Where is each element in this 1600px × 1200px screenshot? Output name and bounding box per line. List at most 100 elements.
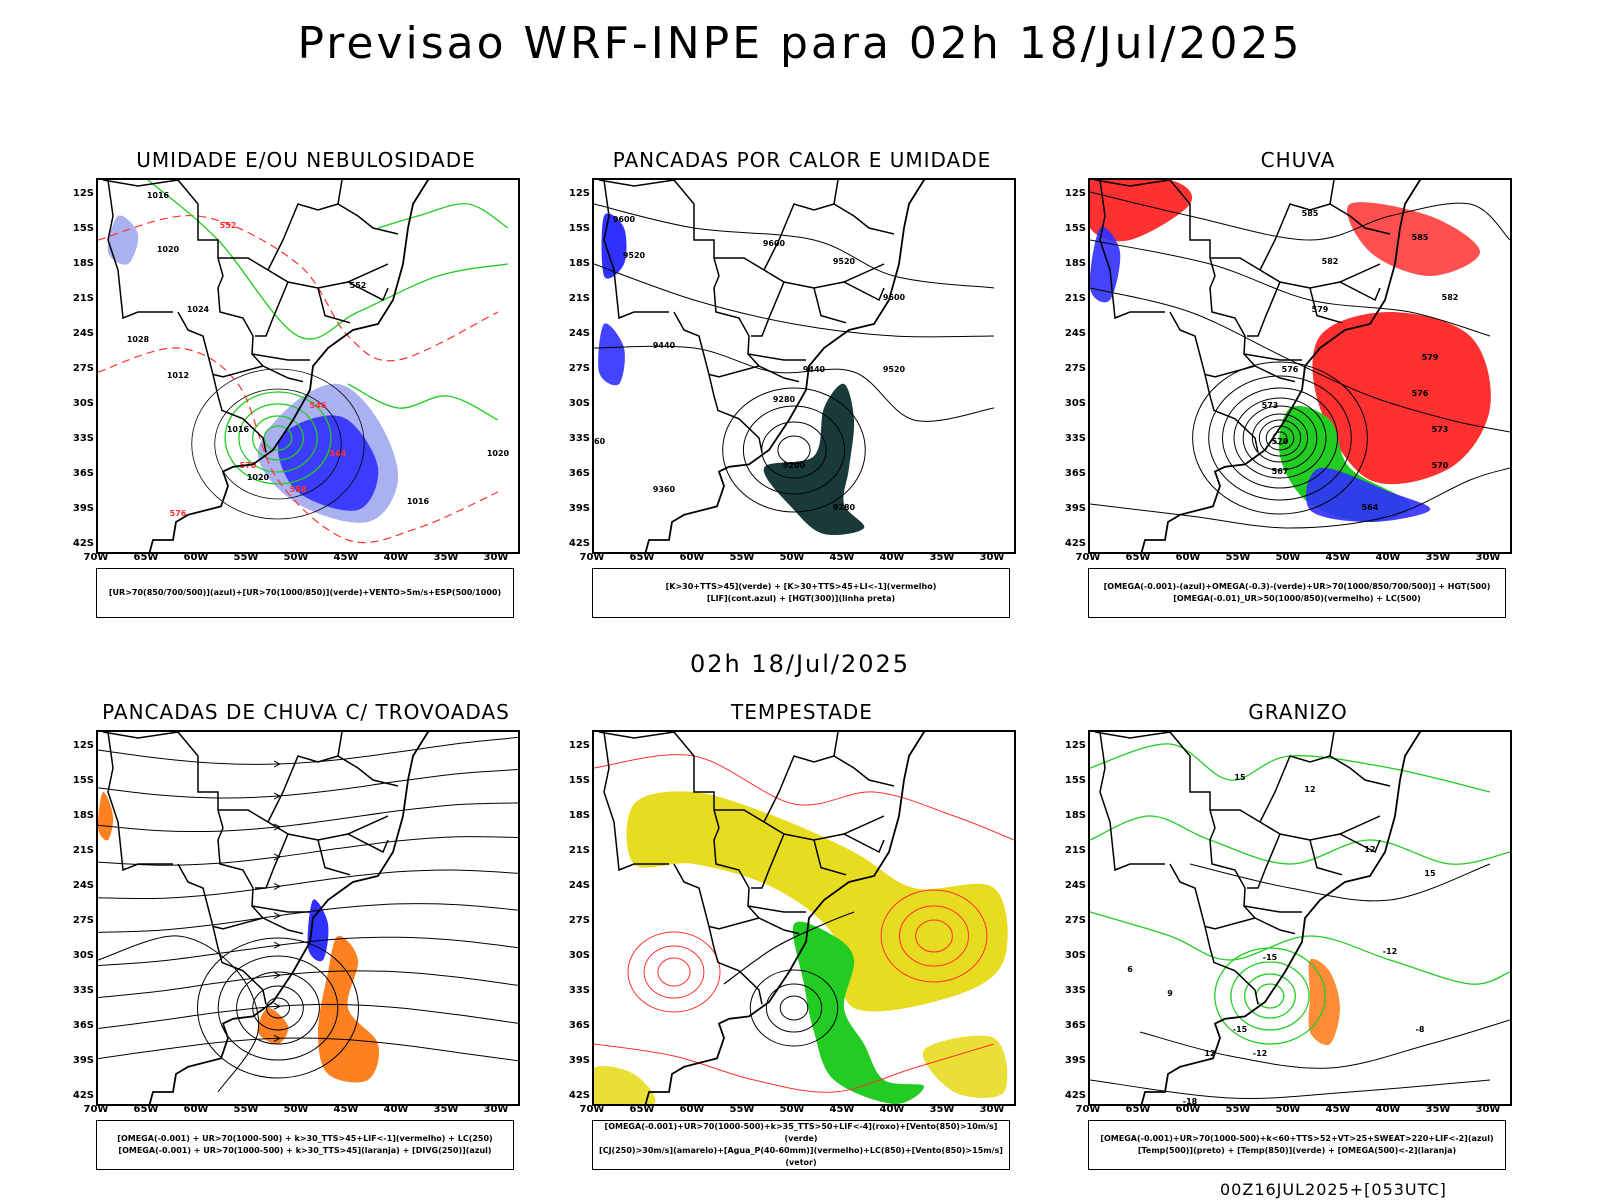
lat-tick-label: 33S: [568, 433, 590, 444]
lon-tick-label: 30W: [979, 1104, 1005, 1115]
lat-tick-label: 18S: [568, 258, 590, 269]
contour-label: 9280: [773, 395, 796, 404]
contour-label: -12: [1253, 1049, 1267, 1058]
lat-tick-label: 18S: [568, 810, 590, 821]
contour-label: 570: [1432, 461, 1449, 470]
lat-tick-label: 33S: [72, 985, 94, 996]
panel-title-chuva: CHUVA: [1260, 148, 1336, 172]
panel-title-pancadas_calor: PANCADAS POR CALOR E UMIDADE: [612, 148, 992, 172]
lat-tick-label: 30S: [1064, 950, 1086, 961]
lon-tick-label: 70W: [579, 1104, 605, 1115]
contour-label: 9440: [653, 341, 676, 350]
lat-tick-label: 15S: [72, 223, 94, 234]
lon-tick-label: 40W: [1375, 1104, 1401, 1115]
lat-tick-label: 42S: [568, 538, 590, 549]
contour-label: 1016: [147, 191, 170, 200]
lat-tick-label: 21S: [72, 845, 94, 856]
lon-tick-label: 45W: [333, 1104, 359, 1115]
lon-tick-label: 30W: [1475, 1104, 1501, 1115]
lat-tick-label: 42S: [1064, 1090, 1086, 1101]
contour-label: 9600: [763, 239, 786, 248]
lon-tick-label: 70W: [83, 552, 109, 563]
contour-label: 585: [1412, 233, 1429, 242]
lon-tick-label: 35W: [929, 1104, 955, 1115]
lat-tick-label: 24S: [72, 328, 94, 339]
lon-tick-label: 35W: [433, 552, 459, 563]
contour-label: 9600: [883, 293, 906, 302]
contour-label: 1028: [127, 335, 150, 344]
map-canvas-tempestade: [594, 732, 1014, 1104]
lon-tick-label: 45W: [333, 552, 359, 563]
map-canvas-chuva: 585 582 579 576 573 570 567 564 585 582 579 576 573 5…: [1090, 180, 1510, 552]
lat-tick-label: 33S: [568, 985, 590, 996]
lat-tick-label: 30S: [568, 950, 590, 961]
contour-label: 9440: [803, 365, 826, 374]
model-run-label: 00Z16JUL2025+[053UTC]: [1220, 1180, 1447, 1199]
contour-label: 582: [1442, 293, 1459, 302]
map-canvas-pancadas_trovoadas: [98, 732, 518, 1104]
lon-tick-label: 60W: [679, 1104, 705, 1115]
contour-label: 9200: [783, 461, 806, 470]
lon-tick-label: 55W: [1225, 1104, 1251, 1115]
contour-label: 9520: [623, 251, 646, 260]
lat-tick-label: 18S: [72, 258, 94, 269]
page-title: Previsao WRF-INPE para 02h 18/Jul/2025: [297, 18, 1303, 69]
lat-tick-label: 33S: [1064, 433, 1086, 444]
contour-label: 585: [1302, 209, 1319, 218]
lat-tick-label: 15S: [1064, 223, 1086, 234]
panel-title-umidade: UMIDADE E/OU NEBULOSIDADE: [136, 148, 476, 172]
lat-tick-label: 36S: [1064, 1020, 1086, 1031]
lon-tick-label: 70W: [1075, 552, 1101, 563]
contour-label: -15: [1263, 953, 1278, 962]
lat-tick-label: 39S: [568, 503, 590, 514]
legend-line: [LIF](cont.azul) + [HGT(300)](linha pret…: [706, 594, 896, 603]
map-canvas-umidade: 1016102010241028101210161020576570564558…: [98, 180, 510, 552]
contour-label: 558: [290, 485, 307, 494]
contour-label: 1020: [487, 449, 510, 458]
contour-label: 579: [1422, 353, 1439, 362]
contour-label: 9280: [833, 503, 856, 512]
lat-tick-label: 18S: [1064, 810, 1086, 821]
lat-tick-label: 39S: [72, 503, 94, 514]
panel-title-tempestade: TEMPESTADE: [731, 700, 873, 724]
lat-tick-label: 36S: [1064, 468, 1086, 479]
lon-tick-label: 45W: [1325, 552, 1351, 563]
lon-tick-label: 45W: [1325, 1104, 1351, 1115]
contour-label: 1012: [167, 371, 189, 380]
panel-title-granizo: GRANIZO: [1248, 700, 1348, 724]
contour-label: 582: [1322, 257, 1339, 266]
lon-tick-label: 30W: [979, 552, 1005, 563]
lat-tick-label: 27S: [568, 363, 590, 374]
legend-line: [OMEGA(-0.001)+UR>70(1000-500)+k<60+TTS>…: [1100, 1134, 1494, 1143]
contour-label: 9600: [613, 215, 636, 224]
lat-tick-label: 27S: [72, 363, 94, 374]
lon-tick-label: 60W: [183, 1104, 209, 1115]
lon-tick-label: 30W: [483, 1104, 509, 1115]
lat-tick-label: 24S: [1064, 328, 1086, 339]
lat-tick-label: 15S: [568, 223, 590, 234]
lat-tick-label: 42S: [72, 1090, 94, 1101]
lat-tick-label: 30S: [72, 950, 94, 961]
map-pancadas_trovoadas: [96, 730, 520, 1106]
lat-tick-label: 36S: [72, 1020, 94, 1031]
contour-label: 576: [1282, 365, 1299, 374]
lat-tick-label: 24S: [1064, 880, 1086, 891]
lat-tick-label: 39S: [72, 1055, 94, 1066]
lon-tick-label: 55W: [1225, 552, 1251, 563]
lon-tick-label: 50W: [779, 552, 805, 563]
lon-tick-label: 65W: [133, 552, 159, 563]
legend-line: [OMEGA(-0.001)-(azul)+OMEGA(-0.3)-(verde…: [1103, 582, 1491, 591]
contour-label: 1016: [407, 497, 430, 506]
legend-umidade: [UR>70(850/700/500)](azul)+[UR>70(1000/8…: [96, 568, 514, 618]
contour-label: 576: [1412, 389, 1429, 398]
lon-tick-label: 60W: [183, 552, 209, 563]
lat-tick-label: 39S: [1064, 503, 1086, 514]
legend-pancadas_calor: [K>30+TTS>45](verde) + [K>30+TTS>45+LI<-…: [592, 568, 1010, 618]
lon-tick-label: 55W: [729, 552, 755, 563]
lat-tick-label: 36S: [568, 468, 590, 479]
contour-label: 570: [1272, 437, 1289, 446]
lon-tick-label: 40W: [879, 1104, 905, 1115]
map-chuva: 585 582 579 576 573 570 567 564 585 582 579 576 573 5…: [1088, 178, 1512, 554]
lon-tick-label: 35W: [929, 552, 955, 563]
lon-tick-label: 50W: [283, 1104, 309, 1115]
